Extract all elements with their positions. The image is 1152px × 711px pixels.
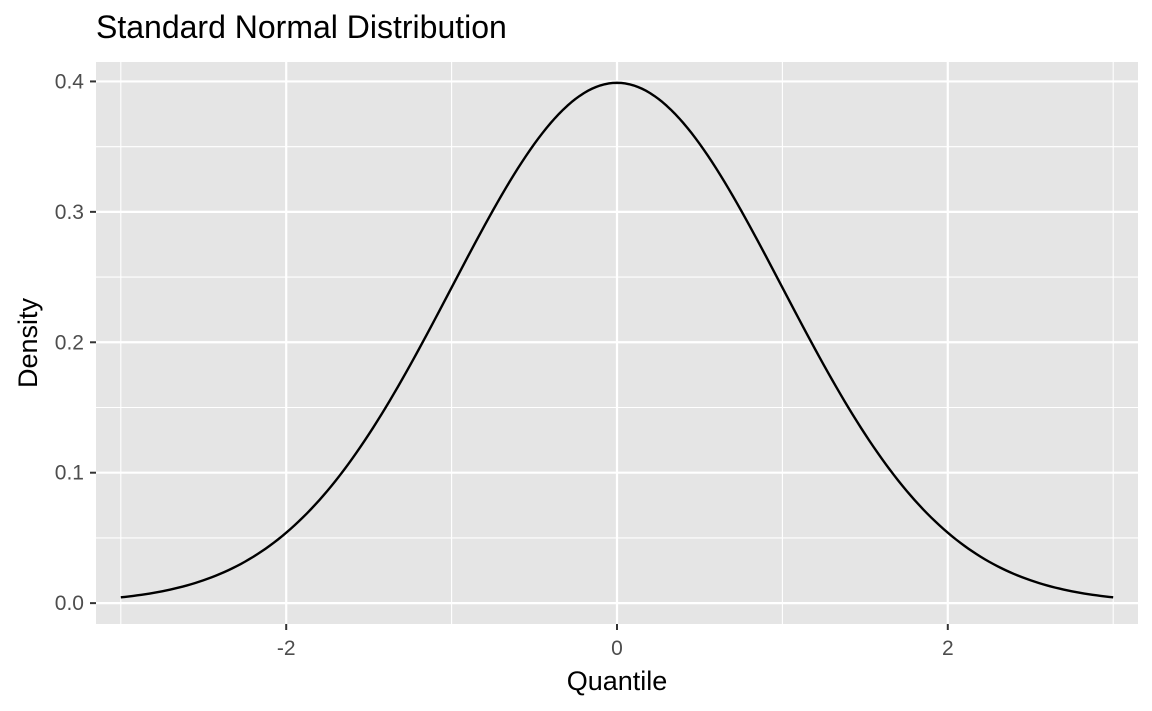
axes: -2 0 2 0.0 0.1 0.2 0.3 0.4 — [55, 70, 954, 660]
x-axis-title: Quantile — [567, 666, 668, 696]
x-tick-label: -2 — [277, 637, 296, 660]
density-curve — [120, 81, 1114, 599]
y-tick-label: 0.3 — [55, 201, 84, 224]
series-layer — [120, 81, 1114, 599]
y-axis-title: Density — [13, 297, 43, 388]
x-tick-label: 2 — [942, 637, 954, 660]
x-tick-label: 0 — [611, 637, 623, 660]
chart-title: Standard Normal Distribution — [96, 9, 507, 45]
y-tick-label: 0.2 — [55, 331, 84, 354]
major-gridlines — [96, 62, 1138, 624]
y-tick-label: 0.4 — [55, 70, 85, 93]
y-tick-label: 0.1 — [55, 462, 84, 485]
y-tick-label: 0.0 — [55, 592, 84, 615]
